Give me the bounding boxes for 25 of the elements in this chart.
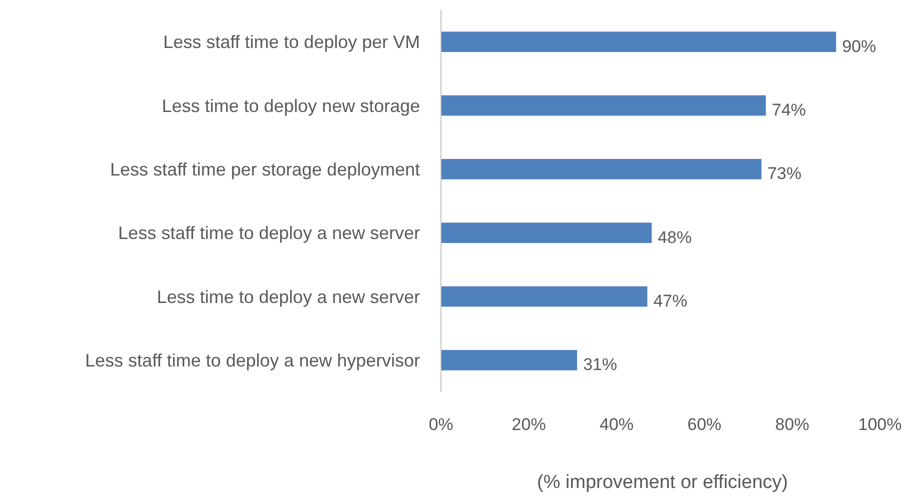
x-tick-label: 100% — [858, 415, 902, 434]
y-tick-label: Less staff time per storage deployment — [110, 159, 420, 180]
x-axis-title: (% improvement or efficiency) — [537, 472, 788, 493]
bar — [441, 32, 836, 52]
data-label: 48% — [658, 228, 692, 247]
y-tick-label: Less time to deploy new storage — [162, 96, 420, 116]
bar — [441, 350, 578, 370]
bar — [441, 158, 762, 180]
y-tick-label: Less time to deploy a new server — [156, 286, 420, 307]
bar — [441, 222, 652, 244]
y-tick-label: Less staff time to deploy a new hypervisor — [85, 350, 420, 370]
y-tick-label: Less staff time to deploy a new server — [118, 223, 420, 244]
x-tick-label: 80% — [775, 415, 810, 434]
bar — [441, 95, 766, 116]
x-tick-label: 60% — [687, 415, 722, 434]
data-label: 90% — [842, 36, 876, 56]
bar — [441, 286, 648, 307]
data-label: 74% — [772, 100, 806, 120]
x-tick-label: 0% — [428, 415, 454, 434]
y-tick-label: Less staff time to deploy per VM — [163, 32, 420, 52]
x-tick-label: 40% — [600, 415, 634, 434]
data-label: 31% — [583, 355, 618, 374]
x-tick-label: 20% — [512, 415, 546, 434]
data-label: 73% — [767, 164, 802, 184]
data-label: 47% — [653, 291, 688, 310]
